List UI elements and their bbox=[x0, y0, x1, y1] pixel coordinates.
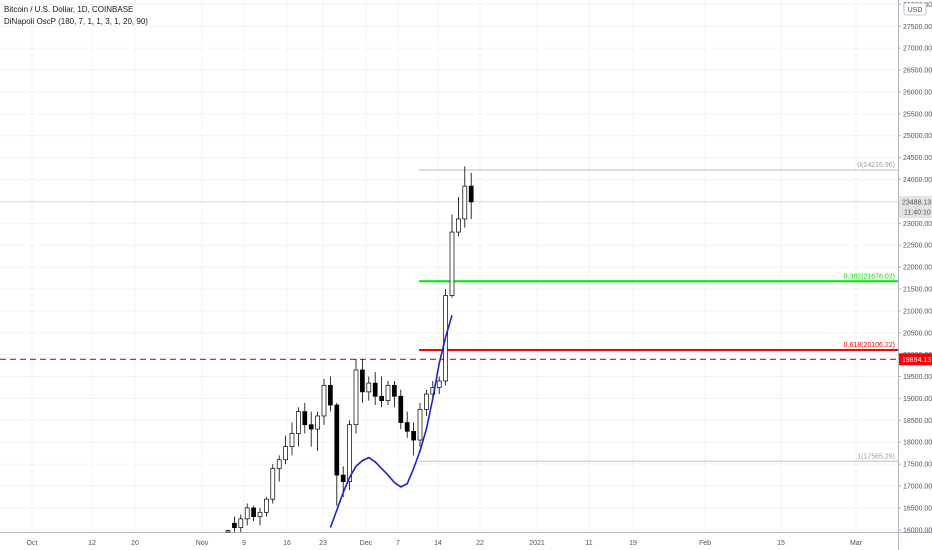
price-tick-label: 19000.00 bbox=[903, 396, 932, 403]
candle bbox=[328, 384, 333, 406]
price-tick-label: 17000.00 bbox=[903, 484, 932, 491]
time-tick-label: 11 bbox=[585, 540, 592, 547]
price-tick-label: 16500.00 bbox=[903, 505, 932, 512]
time-tick-label: 14 bbox=[434, 540, 442, 547]
level-price-tag bbox=[899, 353, 932, 366]
price-tick-label: 24000.00 bbox=[903, 177, 932, 184]
time-tick-label: 9 bbox=[242, 540, 246, 547]
candle bbox=[283, 446, 288, 461]
candle bbox=[468, 185, 474, 203]
price-tick-label: 22000.00 bbox=[903, 265, 932, 272]
price-tick-label: 18000.00 bbox=[903, 440, 932, 447]
candle bbox=[424, 393, 429, 410]
candle bbox=[340, 474, 346, 482]
price-tick-label: 26500.00 bbox=[903, 68, 932, 75]
time-tick-label: Mar bbox=[850, 540, 863, 547]
candle bbox=[449, 231, 455, 296]
dinapoli-oscillator-line bbox=[329, 315, 453, 528]
candle bbox=[225, 530, 231, 533]
candle bbox=[251, 507, 256, 518]
candle bbox=[244, 507, 250, 520]
candle bbox=[353, 369, 359, 426]
price-tick-label: 17500.00 bbox=[903, 462, 932, 469]
candle bbox=[417, 409, 423, 441]
price-tick-label: 27500.00 bbox=[903, 24, 932, 31]
time-tick-label: 15 bbox=[777, 540, 785, 547]
fib-level-label: 1(17565.29) bbox=[857, 453, 895, 460]
candle bbox=[436, 380, 442, 388]
candle bbox=[392, 384, 397, 397]
time-tick-label: 16 bbox=[283, 540, 291, 547]
chart-title: Bitcoin / U.S. Dollar, 1D, COINBASE bbox=[4, 5, 134, 14]
time-tick-label: 22 bbox=[476, 540, 484, 547]
candle bbox=[456, 218, 461, 233]
candle bbox=[315, 415, 320, 430]
candle bbox=[360, 369, 365, 393]
candle bbox=[308, 424, 314, 430]
price-tick-label: 25000.00 bbox=[903, 133, 932, 140]
last-price-value: 23488.13 bbox=[902, 199, 931, 206]
candle bbox=[257, 511, 263, 518]
candle bbox=[462, 185, 468, 220]
time-tick-label: 19 bbox=[629, 540, 637, 547]
price-tick-label: 19500.00 bbox=[903, 374, 932, 381]
time-tick-label: Feb bbox=[699, 540, 711, 547]
candle bbox=[264, 498, 269, 513]
candle bbox=[379, 395, 384, 401]
candle bbox=[321, 384, 327, 417]
candle bbox=[296, 411, 301, 434]
time-tick-label: Nov bbox=[196, 540, 209, 547]
fib-level-label: 0(24216.96) bbox=[857, 162, 895, 169]
time-tick-label: 2021 bbox=[529, 540, 545, 547]
price-tick-label: 16000.00 bbox=[903, 527, 932, 534]
time-tick-label: 12 bbox=[88, 540, 96, 547]
price-tick-label: 24500.00 bbox=[903, 155, 932, 162]
candle bbox=[238, 518, 244, 528]
price-tick-label: 21000.00 bbox=[903, 308, 932, 315]
candle bbox=[366, 382, 372, 393]
indicator-legend[interactable]: DiNapoli OscP (180, 7, 1, 1, 3, 1, 20, 9… bbox=[4, 17, 148, 26]
candle bbox=[404, 422, 410, 432]
currency-label: USD bbox=[908, 7, 923, 14]
price-tick-label: 23000.00 bbox=[903, 221, 932, 228]
candle bbox=[411, 430, 416, 441]
candle bbox=[302, 411, 308, 426]
price-tick-label: 27000.00 bbox=[903, 46, 932, 53]
candle bbox=[372, 382, 378, 397]
candle bbox=[385, 384, 391, 401]
candle bbox=[270, 468, 276, 500]
price-tick-label: 22500.00 bbox=[903, 243, 932, 250]
candle bbox=[347, 424, 352, 482]
price-tick-label: 21500.00 bbox=[903, 286, 932, 293]
candle bbox=[398, 395, 404, 423]
fib-level-label: 0.618(20106.22) bbox=[844, 342, 895, 349]
level-price-value: 19894.13 bbox=[902, 357, 931, 364]
currency-badge bbox=[903, 2, 927, 16]
time-tick-label: 23 bbox=[319, 540, 327, 547]
price-tick-label: 25500.00 bbox=[903, 111, 932, 118]
time-tick-label: 20 bbox=[131, 540, 139, 547]
candle bbox=[289, 433, 295, 447]
time-tick-label: Dec bbox=[360, 540, 373, 547]
price-tick-label: 26000.00 bbox=[903, 89, 932, 96]
fib-level-label: 0.382(21676.02) bbox=[844, 273, 895, 280]
price-tick-label: 20500.00 bbox=[903, 330, 932, 337]
price-tick-label: 18500.00 bbox=[903, 418, 932, 425]
candle bbox=[334, 404, 340, 476]
time-tick-label: Oct bbox=[27, 540, 38, 547]
candle bbox=[276, 459, 282, 469]
candle bbox=[232, 522, 237, 528]
time-tick-label: 7 bbox=[396, 540, 400, 547]
last-price-tag bbox=[899, 195, 932, 218]
bar-countdown: 11:40:10 bbox=[904, 209, 931, 216]
